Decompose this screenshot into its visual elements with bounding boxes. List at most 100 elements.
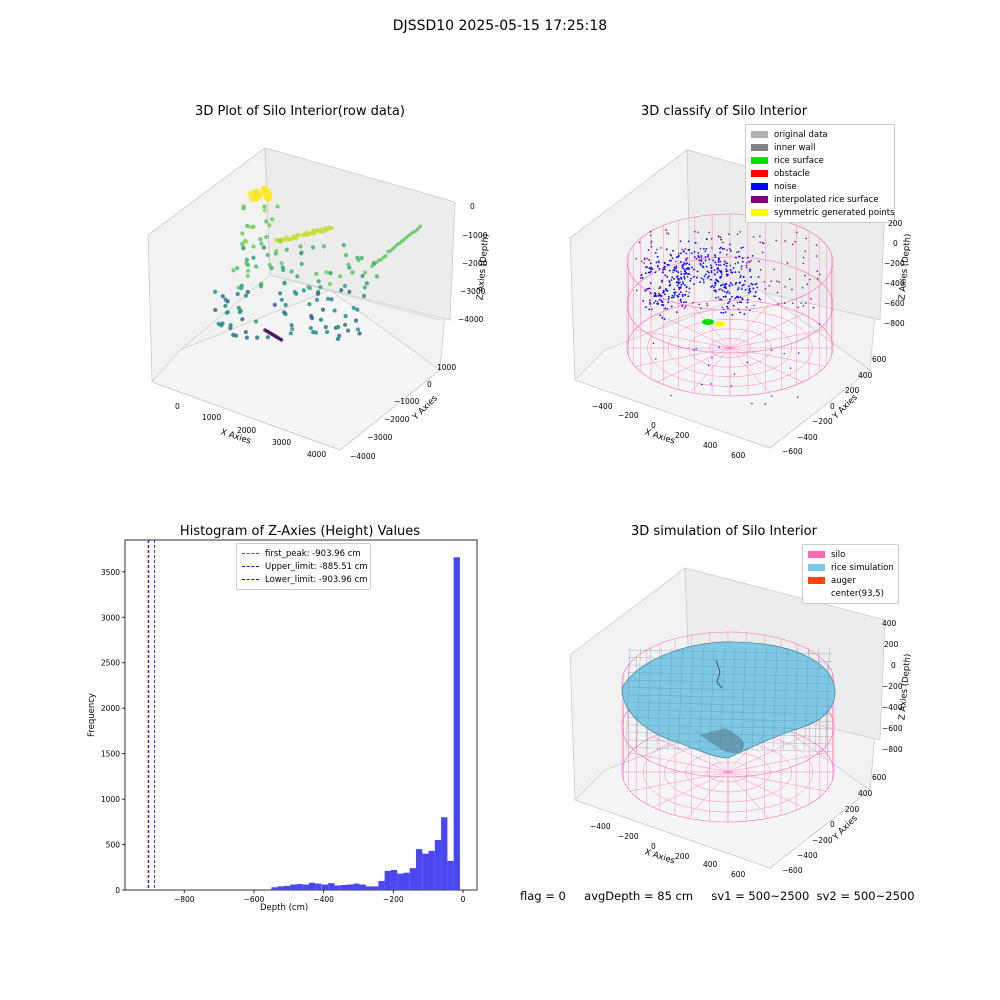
raw-point — [258, 284, 264, 289]
raw-point — [374, 260, 379, 265]
raw-point — [231, 332, 236, 337]
classify-noise-point — [662, 290, 665, 292]
classify-z-tick: −600 — [884, 299, 905, 308]
classify-noise-point — [654, 300, 657, 302]
classify-noise-point — [702, 266, 705, 269]
simulation-z-tick: 400 — [882, 619, 897, 628]
classify-noise-point — [726, 274, 729, 277]
classify-noise-point — [687, 295, 690, 298]
classify-interpolated-point — [701, 257, 703, 259]
histogram-title: Histogram of Z-Axies (Height) Values — [179, 524, 421, 539]
classify-z-tick: 0 — [893, 239, 898, 248]
classify-interpolated-point — [746, 262, 748, 264]
classify-noise-point — [723, 283, 725, 286]
histogram-bar — [409, 868, 417, 890]
classify-noise-point — [664, 288, 667, 291]
raw-point — [315, 291, 321, 296]
classify-noise-point — [729, 298, 731, 300]
classify-interpolated-point — [776, 291, 779, 294]
legend-label: Lower_limit: -903.96 cm — [265, 574, 368, 585]
raw-point — [288, 237, 293, 242]
classify-interpolated-point — [734, 262, 737, 265]
raw-point — [350, 270, 355, 275]
raw-point — [254, 194, 261, 201]
classify-noise-point — [702, 248, 705, 250]
raw-point — [223, 297, 228, 302]
classify-noise-point — [737, 250, 740, 253]
classify-noise-point — [719, 270, 722, 273]
classify-noise-point — [736, 295, 739, 298]
classify-noise-point — [726, 305, 729, 308]
sv1-text: sv1 = 500~2500 — [711, 889, 810, 903]
classify-noise-point — [713, 269, 716, 272]
simulation-z-tick: −800 — [882, 745, 903, 754]
classify-silo-floor-spoke — [690, 347, 731, 393]
raw-point — [343, 322, 348, 327]
classify-interpolated-point — [710, 237, 713, 240]
classify-noise-point — [731, 314, 734, 316]
classify-noise-point — [726, 262, 728, 265]
raw-point — [304, 232, 309, 237]
classify-noise-point — [687, 240, 690, 243]
classify-noise-point — [653, 295, 656, 298]
legend-label: auger — [831, 575, 856, 586]
rice-surface-gridline — [627, 694, 833, 700]
classify-noise-point — [655, 261, 658, 264]
raw-point — [237, 310, 242, 315]
classify-rice-surface-patch — [702, 319, 714, 325]
classify-y-tick: 200 — [845, 386, 860, 395]
histogram-bar — [378, 880, 385, 890]
classify-noise-point — [734, 297, 737, 300]
rice-surface-gridline — [688, 647, 694, 751]
classify-noise-point — [683, 277, 686, 280]
classify-noise-point — [700, 277, 703, 280]
raw-point — [247, 190, 254, 197]
raw-point — [305, 233, 310, 238]
histogram-y-tick-label: 2000 — [101, 704, 120, 713]
classify-interpolated-point — [649, 299, 651, 302]
raw-point — [355, 307, 360, 312]
classify-noise-point — [726, 290, 729, 293]
classify-noise-point — [660, 295, 663, 297]
classify-interpolated-point — [719, 236, 722, 239]
classify-noise-point — [670, 305, 673, 308]
classify-noise-point — [742, 283, 745, 286]
classify-x-tick: −200 — [618, 411, 639, 420]
classify-interpolated-point — [815, 244, 818, 246]
simulation-y-tick: −400 — [797, 851, 818, 860]
classify-noise-point — [658, 261, 660, 264]
legend-label: center(93,5) — [831, 588, 884, 599]
classify-noise-point — [690, 252, 693, 255]
rice-surface-gridline — [627, 672, 833, 677]
raw-point — [333, 325, 338, 330]
raw-point — [285, 235, 290, 240]
classify-noise-point — [651, 268, 654, 270]
classify-interpolated-point — [699, 247, 702, 250]
classify-interpolated-point — [809, 278, 811, 281]
classify-noise-point — [723, 263, 726, 266]
rice-surface-gridline — [657, 647, 662, 751]
classify-noise-point — [744, 289, 747, 291]
classify-noise-point — [725, 287, 727, 290]
classify-noise-point — [670, 279, 673, 281]
rice-surface-gridline — [625, 647, 631, 751]
classify-noise-point — [682, 301, 685, 304]
classify-noise-point — [724, 285, 727, 288]
classify-noise-point — [735, 296, 738, 298]
histogram-x-tick-label: 0 — [461, 895, 466, 904]
classify-noise-point — [682, 263, 685, 266]
classify-interpolated-point — [677, 295, 680, 298]
classify-noise-point — [650, 266, 653, 269]
raw-z-tick: −3000 — [460, 287, 486, 296]
classify-interpolated-point — [679, 299, 682, 302]
histogram-bar — [277, 886, 284, 890]
classify-interpolated-point — [651, 308, 653, 311]
raw-point — [388, 249, 393, 253]
raw-point — [335, 336, 341, 342]
classify-noise-point — [687, 248, 690, 251]
classify-noise-point — [664, 307, 667, 309]
classify-z-tick: 200 — [888, 219, 903, 228]
classify-x-tick: 200 — [675, 431, 690, 440]
rice-surface-gridline — [627, 657, 833, 662]
classify-interpolated-point — [645, 288, 648, 291]
